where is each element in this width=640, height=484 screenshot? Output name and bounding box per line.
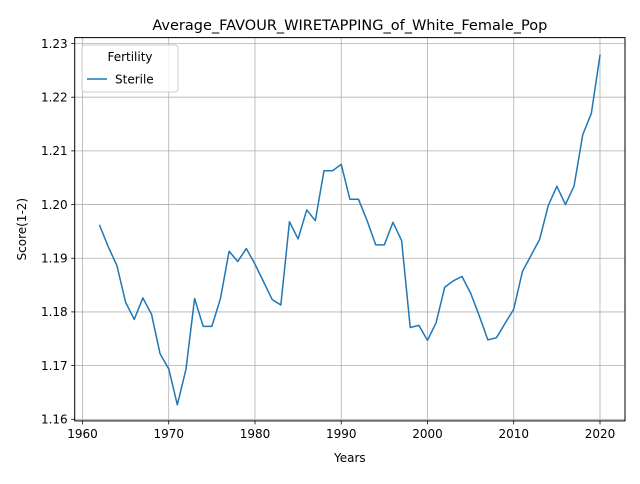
- y-tick-label: 1.23: [41, 37, 68, 51]
- x-axis-ticks: 1960 1970 1980 1990 2000 2010 2020: [67, 420, 616, 441]
- x-tick-label: 1980: [240, 427, 271, 441]
- x-axis-label: Years: [333, 451, 366, 465]
- x-tick-label: 2000: [412, 427, 443, 441]
- y-tick-label: 1.17: [41, 359, 68, 373]
- x-tick-label: 2010: [498, 427, 529, 441]
- y-tick-label: 1.20: [41, 198, 68, 212]
- legend-label-sterile: Sterile: [115, 73, 154, 87]
- y-tick-label: 1.16: [41, 413, 68, 427]
- y-tick-label: 1.21: [41, 144, 68, 158]
- y-tick-label: 1.18: [41, 305, 68, 319]
- legend: Fertility Sterile: [81, 44, 179, 93]
- y-axis-ticks: 1.16 1.17 1.18 1.19 1.20 1.21 1.22 1.23: [41, 37, 75, 427]
- y-tick-label: 1.19: [41, 252, 68, 266]
- legend-frame: [81, 44, 179, 93]
- plot-frame: [74, 37, 626, 422]
- y-axis-label: Score(1-2): [15, 198, 29, 261]
- legend-title: Fertility: [107, 50, 152, 64]
- x-tick-label: 1990: [326, 427, 357, 441]
- x-tick-label: 1970: [153, 427, 184, 441]
- series-layer: [98, 54, 601, 406]
- chart-title: Average_FAVOUR_WIRETAPPING_of_White_Fema…: [152, 18, 547, 34]
- x-tick-label: 1960: [67, 427, 98, 441]
- series-line-sterile: [98, 54, 601, 406]
- y-tick-label: 1.22: [41, 90, 68, 104]
- x-tick-label: 2020: [585, 427, 616, 441]
